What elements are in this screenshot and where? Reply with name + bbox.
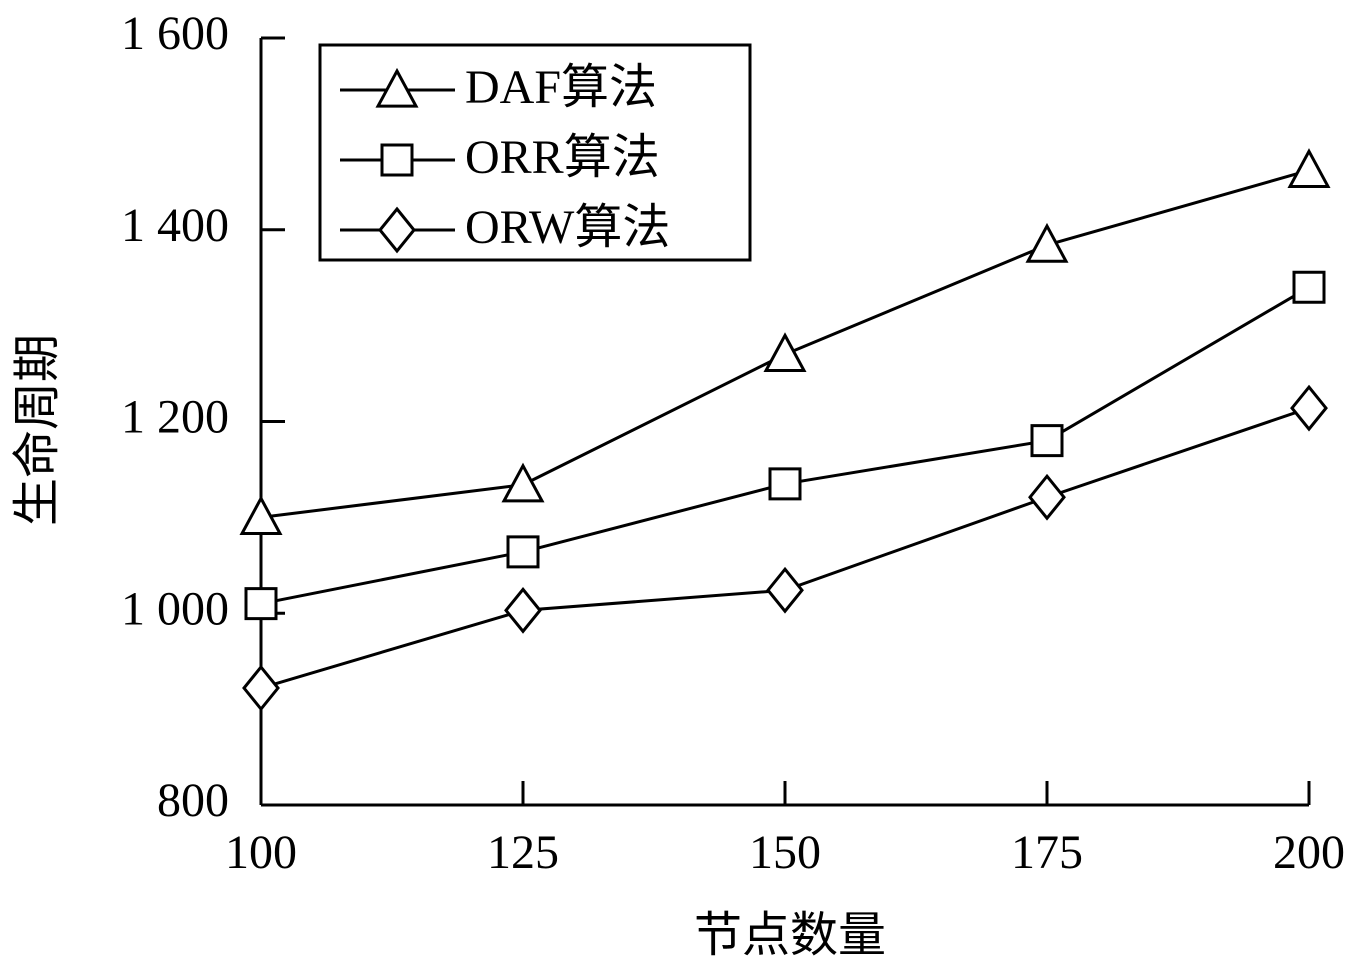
marker xyxy=(1025,222,1069,263)
y-tick-label: 1 000 xyxy=(121,582,229,635)
marker xyxy=(380,143,414,177)
legend-label: DAF算法 xyxy=(465,61,657,114)
marker xyxy=(506,535,540,569)
marker xyxy=(1287,148,1331,188)
x-tick-label: 125 xyxy=(487,826,559,879)
marker xyxy=(504,586,542,634)
x-tick-label: 150 xyxy=(749,826,821,879)
marker xyxy=(768,467,802,501)
x-axis-title: 节点数量 xyxy=(694,909,886,962)
marker xyxy=(763,332,807,373)
marker xyxy=(242,664,280,712)
marker xyxy=(766,566,804,614)
legend-label: ORW算法 xyxy=(465,201,670,254)
x-tick-label: 100 xyxy=(225,826,297,879)
marker xyxy=(1292,270,1326,304)
marker xyxy=(244,587,278,621)
y-tick-label: 1 400 xyxy=(121,199,229,252)
marker xyxy=(1030,424,1064,458)
marker xyxy=(239,495,283,536)
x-tick-label: 200 xyxy=(1273,826,1345,879)
y-tick-label: 1 600 xyxy=(121,7,229,60)
legend-label: ORR算法 xyxy=(465,131,660,184)
marker xyxy=(378,206,416,254)
marker xyxy=(501,462,545,503)
x-tick-label: 175 xyxy=(1011,826,1083,879)
y-axis-title: 生命周期 xyxy=(11,334,64,526)
y-tick-label: 1 200 xyxy=(121,391,229,444)
marker xyxy=(375,67,419,108)
marker xyxy=(1290,384,1328,432)
marker xyxy=(1028,473,1066,521)
y-tick-label: 800 xyxy=(157,774,229,827)
series-line xyxy=(260,406,1310,690)
